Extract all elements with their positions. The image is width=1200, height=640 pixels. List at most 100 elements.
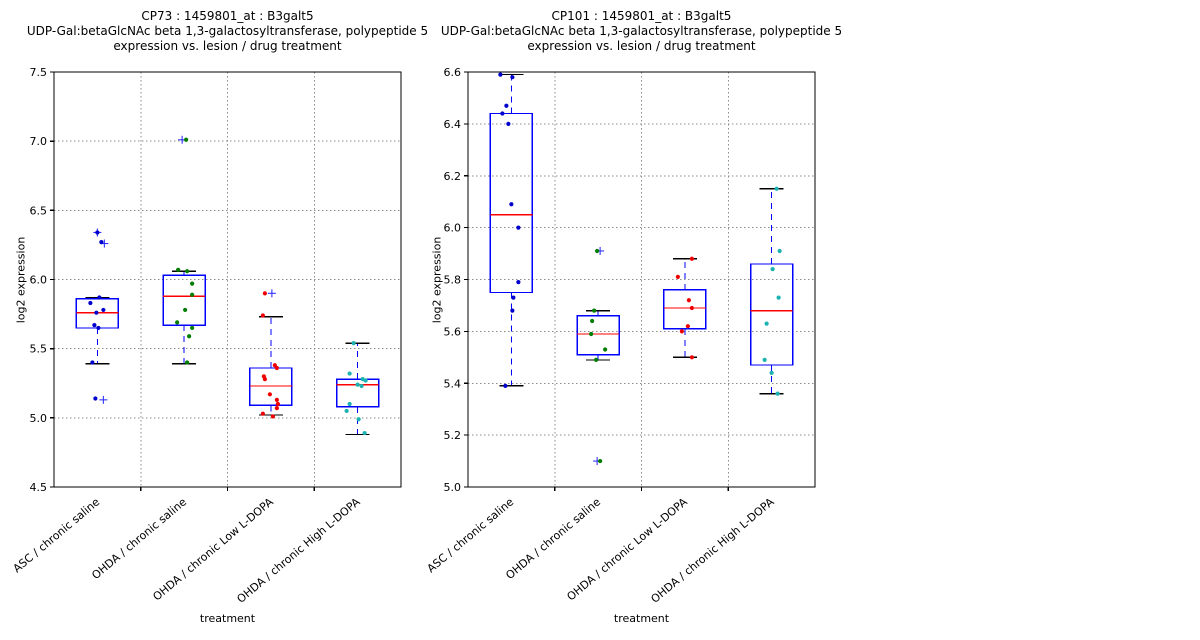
data-point bbox=[184, 137, 189, 142]
data-point bbox=[595, 248, 600, 254]
data-point bbox=[594, 357, 599, 363]
y-tick-label: 7.5 bbox=[30, 66, 48, 79]
y-tick-label: 6.0 bbox=[444, 222, 462, 235]
box bbox=[749, 263, 794, 366]
data-point bbox=[99, 240, 104, 245]
y-tick-label: 7.0 bbox=[30, 135, 48, 148]
data-point bbox=[275, 401, 280, 407]
data-point bbox=[516, 225, 521, 230]
data-point bbox=[675, 274, 680, 280]
data-point bbox=[776, 295, 781, 300]
y-tick-label: 6.5 bbox=[30, 204, 48, 217]
data-point bbox=[96, 325, 101, 331]
data-point bbox=[274, 397, 279, 402]
y-tick-label: 5.0 bbox=[30, 412, 48, 425]
data-point bbox=[175, 320, 180, 325]
data-point bbox=[511, 295, 516, 300]
y-tick-label: 4.5 bbox=[30, 481, 48, 494]
data-point bbox=[267, 392, 272, 397]
data-point bbox=[777, 248, 782, 254]
y-tick-label: 5.8 bbox=[444, 274, 462, 287]
data-point bbox=[351, 341, 356, 346]
data-point bbox=[689, 305, 694, 311]
data-point bbox=[274, 365, 279, 371]
data-point bbox=[176, 267, 181, 272]
left-x-axis-label: treatment bbox=[199, 612, 256, 625]
data-point bbox=[260, 411, 265, 416]
data-point bbox=[262, 291, 267, 296]
data-point bbox=[500, 111, 505, 116]
data-point bbox=[95, 230, 100, 235]
data-point bbox=[590, 318, 595, 324]
data-point bbox=[356, 417, 361, 422]
x-tick-label: OHDA / chronic saline bbox=[89, 495, 189, 582]
data-point bbox=[503, 383, 508, 388]
data-point bbox=[510, 75, 515, 80]
data-point bbox=[260, 313, 265, 318]
y-tick-label: 6.6 bbox=[444, 66, 462, 79]
y-tick-label: 5.4 bbox=[444, 377, 462, 390]
y-tick-label: 6.2 bbox=[444, 170, 462, 183]
data-point bbox=[190, 281, 195, 286]
x-tick-label: ASC / chronic saline bbox=[11, 495, 103, 575]
data-point bbox=[183, 307, 188, 313]
x-tick-label: OHDA / chronic saline bbox=[503, 495, 603, 582]
box bbox=[335, 378, 380, 408]
data-point bbox=[101, 307, 106, 313]
right-chart-subtitle: UDP-Gal:betaGlcNAc beta 1,3-galactosyltr… bbox=[440, 24, 843, 38]
data-point bbox=[516, 279, 521, 285]
data-point bbox=[685, 324, 690, 329]
data-point bbox=[769, 370, 774, 375]
data-point bbox=[362, 430, 367, 436]
data-point bbox=[92, 323, 97, 328]
data-point bbox=[689, 355, 694, 360]
y-tick-label: 5.0 bbox=[444, 481, 462, 494]
data-point bbox=[344, 408, 349, 414]
data-point bbox=[592, 308, 597, 313]
data-point bbox=[185, 360, 190, 365]
data-point bbox=[679, 329, 684, 334]
data-point bbox=[274, 406, 279, 411]
data-point bbox=[762, 357, 767, 363]
data-point bbox=[359, 383, 364, 389]
left-chart-subtitle-2: expression vs. lesion / drug treatment bbox=[113, 39, 342, 53]
data-point bbox=[686, 298, 691, 303]
y-tick-label: 6.4 bbox=[444, 118, 462, 131]
right-x-axis-label: treatment bbox=[613, 612, 670, 625]
data-point bbox=[187, 334, 192, 339]
y-tick-label: 6.0 bbox=[30, 274, 48, 287]
data-point bbox=[764, 321, 769, 326]
data-point bbox=[97, 295, 102, 300]
right-y-axis-label: log2 expression bbox=[430, 236, 444, 324]
data-point bbox=[363, 378, 368, 383]
data-point bbox=[347, 371, 352, 376]
left-chart-subtitle: UDP-Gal:betaGlcNAc beta 1,3-galactosyltr… bbox=[26, 24, 429, 38]
data-point bbox=[504, 103, 509, 108]
data-point bbox=[598, 458, 603, 464]
box bbox=[489, 112, 534, 294]
data-point bbox=[506, 121, 511, 126]
left-y-axis-label: log2 expression bbox=[14, 236, 28, 324]
data-point bbox=[603, 347, 608, 352]
data-point bbox=[190, 325, 195, 331]
data-point bbox=[94, 310, 99, 315]
data-point bbox=[774, 186, 779, 191]
y-tick-label: 5.5 bbox=[30, 343, 48, 356]
data-point bbox=[262, 377, 267, 382]
data-point bbox=[355, 382, 360, 387]
box bbox=[576, 315, 620, 356]
data-point bbox=[589, 331, 594, 337]
data-point bbox=[509, 202, 514, 207]
data-point bbox=[510, 308, 515, 313]
box bbox=[663, 289, 707, 330]
data-point bbox=[770, 267, 775, 272]
data-point bbox=[93, 396, 98, 401]
right-chart-subtitle-2: expression vs. lesion / drug treatment bbox=[527, 39, 756, 53]
data-point bbox=[498, 72, 503, 77]
data-point bbox=[775, 391, 780, 396]
data-point bbox=[190, 292, 195, 297]
left-chart-title: CP73 : 1459801_at : B3galt5 bbox=[141, 9, 314, 23]
y-tick-label: 5.2 bbox=[444, 429, 462, 442]
